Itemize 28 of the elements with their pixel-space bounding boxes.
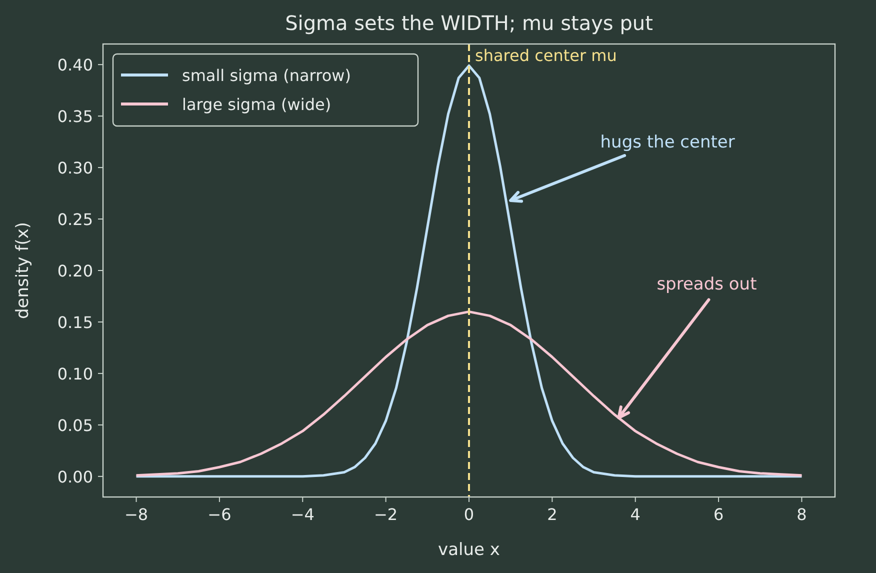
y-tick-label: 0.20 bbox=[57, 262, 93, 280]
x-tick-label: 4 bbox=[630, 505, 640, 524]
y-axis-title: density f(x) bbox=[13, 222, 33, 320]
legend-label: small sigma (narrow) bbox=[182, 66, 351, 85]
line-series bbox=[135, 310, 803, 477]
x-tick-label: −2 bbox=[374, 505, 398, 524]
y-tick-label: 0.05 bbox=[57, 416, 93, 435]
y-tick-label: 0.10 bbox=[57, 364, 93, 384]
y-tick-label: 0.00 bbox=[57, 467, 93, 486]
x-tick-label: −8 bbox=[124, 505, 148, 524]
y-tick-label: 0.25 bbox=[57, 210, 93, 230]
y-tick-label: 0.15 bbox=[57, 312, 93, 332]
annotation: spreads out bbox=[656, 274, 758, 295]
x-tick-label: 8 bbox=[796, 505, 807, 524]
x-tick-label: 6 bbox=[713, 505, 724, 524]
x-tick-label: −4 bbox=[290, 505, 314, 524]
ref-line-label: shared center mu bbox=[475, 46, 617, 65]
y-tick-label: 0.30 bbox=[57, 158, 93, 178]
chart-title: Sigma sets the WIDTH; mu stays put bbox=[285, 11, 654, 35]
y-tick-label: 0.40 bbox=[57, 56, 93, 75]
annotation: hugs the center bbox=[600, 132, 735, 152]
y-tick-label: 0.35 bbox=[57, 107, 93, 126]
x-tick-label: 2 bbox=[547, 505, 558, 524]
x-tick-label: −6 bbox=[208, 505, 232, 524]
x-axis-title: value x bbox=[438, 540, 500, 560]
line-series bbox=[135, 64, 803, 478]
legend-label: large sigma (wide) bbox=[182, 95, 332, 114]
x-tick-label: 0 bbox=[464, 505, 474, 524]
